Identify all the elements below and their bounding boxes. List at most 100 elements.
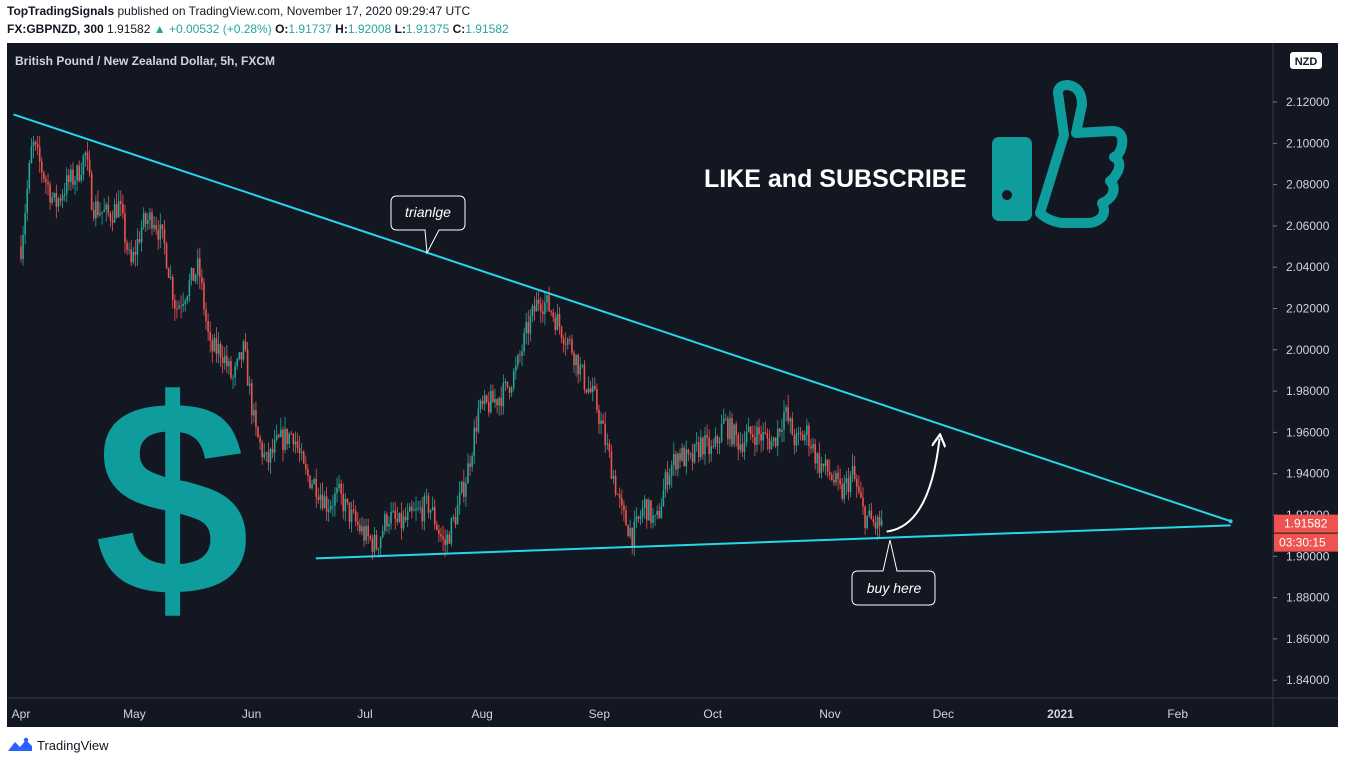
candle-body — [679, 453, 681, 461]
candle-body — [542, 311, 544, 314]
candle-body — [566, 339, 569, 345]
candle-body — [504, 381, 507, 383]
candle-body — [467, 463, 469, 484]
candle-body — [138, 239, 141, 243]
candle-body — [205, 309, 207, 322]
candle-body — [323, 496, 326, 509]
candle-body — [741, 444, 744, 452]
open-value: 1.91737 — [288, 22, 332, 36]
chart-frame[interactable]: 2.12000 2.10000 2.08000 2.06000 2.04000 2.020… — [7, 43, 1338, 727]
price-axis[interactable]: 2.12000 2.10000 2.08000 2.06000 2.04000 2.020… — [1273, 95, 1330, 687]
tradingview-footer[interactable]: TradingView — [7, 737, 109, 753]
trendlines-layer[interactable] — [13, 113, 1233, 560]
candle-body — [282, 429, 284, 450]
last-price: 1.91582 — [107, 22, 151, 36]
candle-body — [822, 463, 825, 467]
buy-callout-text: buy here — [867, 580, 922, 596]
candle-body — [760, 434, 762, 441]
candle-body — [847, 477, 850, 492]
candle-body — [660, 506, 663, 518]
candle-body — [828, 471, 831, 475]
candle-body — [140, 227, 143, 243]
candle-body — [469, 463, 471, 467]
candle-body — [188, 280, 191, 297]
buy-callout[interactable]: buy here — [851, 539, 936, 606]
ohlc-row: FX:GBPNZD, 300 1.91582 ▲ +0.00532 (+0.28… — [7, 22, 509, 36]
candle-body — [448, 534, 451, 544]
trendline-lower[interactable] — [315, 524, 1231, 560]
candle-body — [371, 538, 374, 552]
candle-body — [812, 444, 814, 449]
candle-body — [585, 389, 588, 393]
candle-body — [379, 537, 382, 549]
candle-body — [776, 428, 779, 446]
candle-body — [132, 251, 135, 263]
candle-body — [82, 155, 85, 175]
candle-body — [446, 534, 448, 545]
candle-body — [733, 424, 735, 445]
candle-body — [795, 433, 798, 446]
candle-body — [648, 500, 650, 521]
candle-body — [234, 366, 236, 378]
candle-body — [431, 507, 434, 510]
candle-body — [666, 472, 669, 485]
candle-body — [546, 295, 548, 303]
candle-body — [519, 355, 521, 357]
candle-body — [209, 331, 211, 341]
candle-body — [673, 454, 675, 466]
candle-body — [184, 300, 187, 305]
candle-body — [621, 497, 623, 506]
candle-body — [814, 444, 816, 464]
chart-svg[interactable]: 2.12000 2.10000 2.08000 2.06000 2.04000 2.020… — [7, 43, 1338, 727]
candle-body — [178, 305, 180, 309]
candle-body — [494, 399, 496, 403]
candle-body — [515, 365, 517, 372]
candle-body — [47, 182, 49, 185]
candle-body — [612, 475, 615, 479]
buy-arrow[interactable] — [886, 439, 940, 533]
author-name[interactable]: TopTradingSignals — [7, 4, 115, 18]
candle-body — [471, 456, 473, 467]
candle-body — [492, 390, 494, 403]
candle-body — [365, 525, 367, 541]
candle-body — [411, 506, 413, 511]
candle-body — [265, 452, 268, 454]
candle-body — [105, 204, 108, 210]
candle-body — [273, 439, 276, 453]
tradingview-logo-icon — [8, 737, 32, 751]
close-value: 1.91582 — [465, 22, 509, 36]
candle-body — [259, 437, 261, 443]
candle-body — [32, 141, 35, 147]
candle-body — [581, 364, 584, 366]
candle-body — [201, 277, 203, 284]
time-axis[interactable]: Apr May Jun Jul Aug Sep Oct Nov Dec 2021 Feb — [12, 707, 1189, 721]
candle-body — [425, 495, 428, 497]
candle-body — [623, 505, 625, 511]
candle-body — [706, 435, 708, 438]
candle-body — [236, 359, 239, 367]
candle-body — [487, 402, 490, 413]
candle-body — [20, 246, 22, 259]
candle-body — [111, 220, 114, 223]
triangle-callout[interactable]: trianlge — [390, 195, 466, 255]
time-tick-label: Jul — [357, 707, 372, 721]
candle-body — [242, 341, 245, 360]
candle-body — [548, 295, 550, 311]
candle-body — [702, 437, 704, 455]
candle-body — [743, 442, 746, 452]
trendline-upper[interactable] — [13, 113, 1231, 523]
candle-body — [683, 447, 686, 467]
candle-body — [70, 169, 72, 182]
dollar-icon: $ — [94, 343, 250, 655]
candle-body — [677, 453, 679, 470]
price-tick-label: 1.90000 — [1286, 549, 1330, 563]
time-tick-label: May — [123, 707, 146, 721]
candle-body — [101, 211, 103, 214]
candle-body — [43, 172, 45, 179]
candle-body — [716, 436, 719, 444]
candle-body — [483, 395, 486, 405]
candle-body — [712, 446, 715, 447]
candle-body — [641, 508, 644, 517]
candle-body — [429, 509, 432, 513]
candle-body — [569, 339, 571, 340]
